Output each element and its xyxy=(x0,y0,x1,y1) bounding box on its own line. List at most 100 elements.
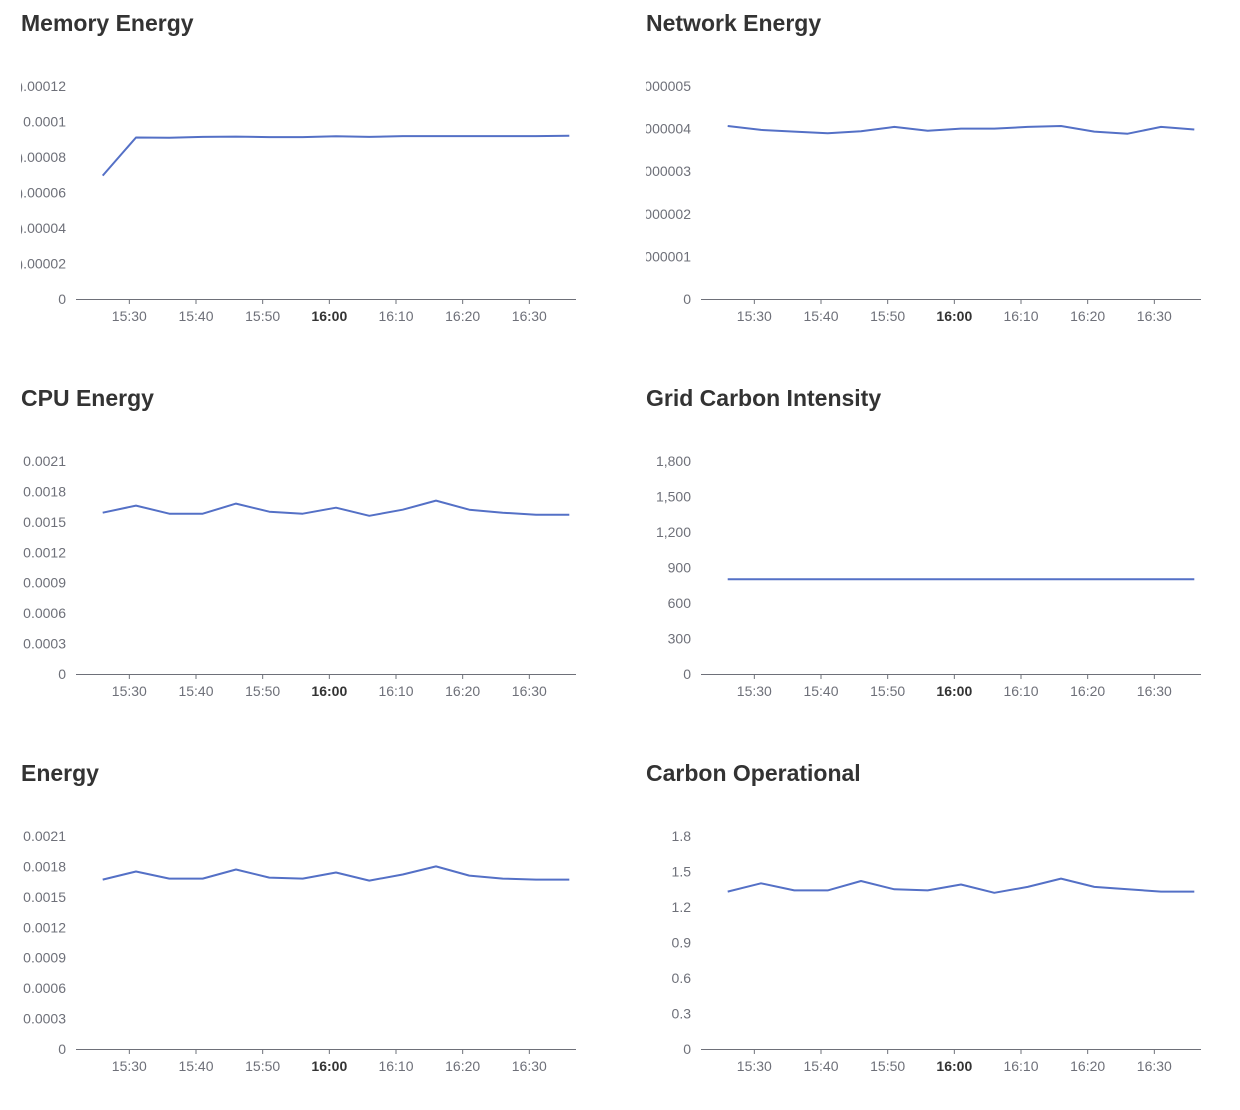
y-tick-label: 0.0003 xyxy=(23,1011,66,1027)
y-tick-label: 0.0001 xyxy=(23,114,66,130)
y-tick-label: 000004 xyxy=(646,121,691,137)
x-tick-label: 15:30 xyxy=(112,683,147,699)
x-tick-label: 16:10 xyxy=(1003,308,1038,324)
network-energy-panel: Network Energy 000005 000004 000003 000002 0… xyxy=(646,0,1240,360)
x-tick-label: 16:00 xyxy=(311,1058,347,1074)
y-tick-label: 600 xyxy=(668,595,692,611)
x-tick-label: 15:30 xyxy=(112,1058,147,1074)
y-tick-label: 0.0018 xyxy=(23,483,66,499)
x-tick-label: 16:30 xyxy=(1137,683,1172,699)
cpu-energy-chart: 0.0021 0.0018 0.0015 0.0012 0.0009 0.0006 0.00… xyxy=(23,453,576,699)
y-tick-label: ).00008 xyxy=(21,149,66,165)
x-tick-label: 16:00 xyxy=(936,683,972,699)
y-tick-label: 0.0021 xyxy=(23,453,66,469)
carbon-operational-chart: 1.8 1.5 1.2 0.9 0.6 0.3 0 15:30 15:40 15:50 16:00 1… xyxy=(672,828,1201,1074)
y-tick-label: 000001 xyxy=(646,248,691,264)
grid-carbon-intensity-chart: 1,800 1,500 1,200 900 600 300 0 15:30 15:40 15:50… xyxy=(656,453,1201,699)
grid-carbon-intensity-panel: Grid Carbon Intensity 1,800 1,500 1,200 900… xyxy=(646,375,1240,735)
y-tick-label: 0 xyxy=(683,1041,691,1057)
y-tick-label: 0 xyxy=(58,1041,66,1057)
series-line xyxy=(727,877,1195,894)
chart-title: CPU Energy xyxy=(21,385,154,411)
x-tick-label: 16:00 xyxy=(311,683,347,699)
y-tick-label: 0.0015 xyxy=(23,514,66,530)
x-tick-label: 15:40 xyxy=(803,308,838,324)
x-tick-label: 16:10 xyxy=(1003,683,1038,699)
y-tick-label: 0.0003 xyxy=(23,636,66,652)
cpu-energy-panel: CPU Energy 0.0021 0.0018 0.0015 0.0012 0.000… xyxy=(21,375,621,735)
chart-title: Memory Energy xyxy=(21,10,194,36)
x-tick-label: 15:40 xyxy=(803,1058,838,1074)
y-tick-label: 0.0012 xyxy=(23,919,66,935)
energy-panel: Energy 0.0021 0.0018 0.0015 0.0012 0.0009 0.0… xyxy=(21,750,621,1110)
y-tick-label: 1.8 xyxy=(672,828,692,844)
x-tick-label: 16:20 xyxy=(445,1058,480,1074)
x-tick-label: 16:20 xyxy=(445,683,480,699)
y-tick-label: 0 xyxy=(683,291,691,307)
series-line xyxy=(102,865,570,882)
series-line xyxy=(102,499,570,517)
x-tick-label: 15:40 xyxy=(178,683,213,699)
x-tick-label: 16:30 xyxy=(512,1058,547,1074)
x-tick-label: 16:00 xyxy=(936,308,972,324)
x-tick-label: 15:30 xyxy=(737,308,772,324)
y-tick-label: 0 xyxy=(58,666,66,682)
y-tick-label: 0.3 xyxy=(672,1006,692,1022)
memory-energy-chart: ).00012 0.0001 ).00008 ).00006 ).00004 ).0000… xyxy=(21,78,576,324)
y-tick-label: 0.0012 xyxy=(23,544,66,560)
x-tick-label: 15:50 xyxy=(245,683,280,699)
y-tick-label: ).00002 xyxy=(21,256,66,272)
y-tick-label: 0.0015 xyxy=(23,889,66,905)
x-tick-label: 15:50 xyxy=(870,683,905,699)
y-tick-label: ).00004 xyxy=(21,220,66,236)
x-tick-label: 15:30 xyxy=(112,308,147,324)
y-tick-label: 000003 xyxy=(646,163,691,179)
y-tick-label: 0.0018 xyxy=(23,858,66,874)
x-tick-label: 15:40 xyxy=(178,1058,213,1074)
x-tick-label: 16:20 xyxy=(1070,308,1105,324)
x-tick-label: 15:30 xyxy=(737,683,772,699)
x-tick-label: 15:40 xyxy=(803,683,838,699)
y-tick-label: 0 xyxy=(683,666,691,682)
y-tick-label: 1,200 xyxy=(656,524,691,540)
x-tick-label: 16:30 xyxy=(1137,308,1172,324)
chart-title: Network Energy xyxy=(646,10,822,36)
y-tick-label: 0.9 xyxy=(672,935,692,951)
x-tick-label: 16:30 xyxy=(512,683,547,699)
y-tick-label: ).00012 xyxy=(21,78,66,94)
memory-energy-panel: Memory Energy ).00012 0.0001 ).00008 ).0000… xyxy=(21,0,621,360)
chart-title: Energy xyxy=(21,760,99,786)
carbon-operational-panel: Carbon Operational 1.8 1.5 1.2 0.9 0.6 0.3 0 15… xyxy=(646,750,1240,1110)
series-line xyxy=(101,134,570,177)
y-tick-label: 0.0009 xyxy=(23,575,66,591)
y-tick-label: 0.0006 xyxy=(23,980,66,996)
y-tick-label: 1,800 xyxy=(656,453,691,469)
x-tick-label: 16:10 xyxy=(378,1058,413,1074)
chart-title: Carbon Operational xyxy=(646,760,861,786)
y-tick-label: ).00006 xyxy=(21,185,66,201)
x-tick-label: 16:20 xyxy=(1070,1058,1105,1074)
x-tick-label: 15:50 xyxy=(245,308,280,324)
y-tick-label: 0.0009 xyxy=(23,950,66,966)
x-tick-label: 16:30 xyxy=(512,308,547,324)
y-tick-label: 0.0021 xyxy=(23,828,66,844)
x-tick-label: 16:10 xyxy=(378,683,413,699)
x-tick-label: 15:30 xyxy=(737,1058,772,1074)
chart-title: Grid Carbon Intensity xyxy=(646,385,882,411)
x-tick-label: 16:20 xyxy=(445,308,480,324)
energy-chart: 0.0021 0.0018 0.0015 0.0012 0.0009 0.0006 0.00… xyxy=(23,828,576,1074)
y-tick-label: 1.2 xyxy=(672,899,692,915)
y-tick-label: 900 xyxy=(668,560,692,576)
y-tick-label: 1.5 xyxy=(672,864,692,880)
series-line xyxy=(727,125,1195,135)
y-tick-label: 000005 xyxy=(646,78,691,94)
x-tick-label: 16:10 xyxy=(378,308,413,324)
y-tick-label: 1,500 xyxy=(656,489,691,505)
y-tick-label: 0 xyxy=(58,291,66,307)
x-tick-label: 15:50 xyxy=(870,308,905,324)
y-tick-label: 0.0006 xyxy=(23,605,66,621)
x-tick-label: 16:10 xyxy=(1003,1058,1038,1074)
y-tick-label: 000002 xyxy=(646,206,691,222)
x-tick-label: 15:40 xyxy=(178,308,213,324)
x-tick-label: 16:20 xyxy=(1070,683,1105,699)
